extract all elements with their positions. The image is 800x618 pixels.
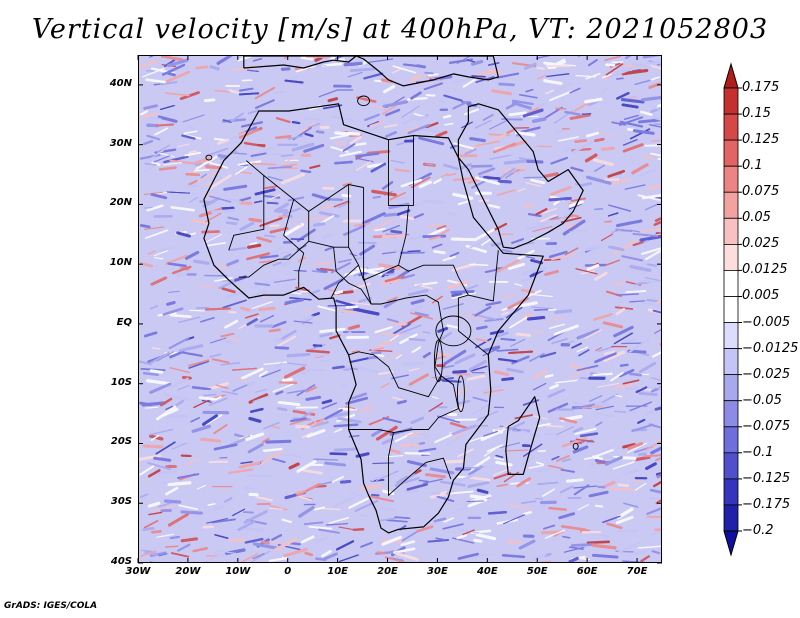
colorbar-label: 0.075 (742, 184, 780, 200)
colorbar-segment (723, 243, 739, 271)
colorbar-bottom-triangle (723, 530, 739, 557)
lon-tick-label: 30E (427, 566, 448, 577)
country-border (330, 264, 359, 299)
colorbar-label: −0.005 (742, 314, 791, 330)
lake-or-island-outline (205, 154, 213, 161)
lake-or-island-outline (456, 375, 465, 413)
madagascar-coastline (505, 396, 541, 475)
lon-tick-label: 0 (284, 566, 292, 577)
lon-tick-label: 70E (626, 566, 648, 577)
colorbar-segment (723, 269, 739, 297)
colorbar-segment (723, 165, 739, 193)
lat-tick-label: 20N (109, 197, 132, 209)
map-panel (138, 55, 662, 563)
europe-coastline (243, 56, 499, 87)
colorbar-label: 0.175 (742, 80, 780, 95)
field-streaks (139, 56, 661, 562)
colorbar-label: 0.0125 (742, 262, 788, 278)
lat-tick-label: 40S (110, 556, 132, 567)
lat-tick-label: 10S (110, 376, 132, 388)
lat-tick-label: 40N (109, 77, 132, 89)
colorbar-label: 0.1 (742, 158, 763, 174)
colorbar-label: −0.175 (742, 496, 791, 512)
lake-or-island-outline (435, 315, 472, 347)
colorbar-segment (723, 374, 739, 402)
lon-tick-label: 10E (327, 566, 348, 577)
colorbar-label: −0.125 (742, 470, 791, 486)
country-border (348, 351, 459, 497)
colorbar-label: 0.15 (742, 106, 771, 122)
colorbar-segment (723, 191, 739, 219)
lake-or-island-outline (357, 95, 371, 107)
lat-tick-label: 20S (110, 436, 132, 448)
country-border (333, 247, 372, 305)
colorbar-segment (723, 426, 739, 454)
lon-tick-label: 10W (225, 566, 251, 577)
colorbar-top-triangle (723, 62, 739, 89)
colorbar-label: −0.1 (742, 444, 774, 460)
country-border (457, 294, 489, 356)
lake-or-island-outline (572, 442, 579, 450)
lat-tick-label: 30S (110, 496, 132, 508)
arabia-coastline (457, 103, 584, 249)
velocity-field-map (139, 56, 661, 562)
lat-tick-label: 30N (109, 137, 132, 149)
colorbar-label: 0.005 (742, 288, 780, 304)
africa-coastline (203, 103, 544, 534)
country-border (363, 187, 444, 376)
grads-footer: GrADS: IGES/COLA (4, 601, 98, 611)
country-border (283, 199, 305, 288)
colorbar-label: 0.05 (742, 210, 771, 226)
colorbar-label: 0.125 (742, 132, 780, 148)
colorbar-segment (723, 452, 739, 480)
colorbar-segment (723, 322, 739, 350)
country-border (348, 429, 394, 433)
lat-tick-label: EQ (116, 316, 132, 328)
colorbar-label: −0.05 (742, 392, 782, 408)
colorbar-segment (723, 478, 739, 506)
lon-tick-label: 20E (377, 566, 398, 577)
chart-title: Vertical velocity [m/s] at 400hPa, VT: 2… (31, 14, 769, 45)
colorbar-segment (723, 87, 739, 115)
colorbar-segment (723, 296, 739, 324)
lon-tick-label: 20W (175, 566, 201, 577)
lat-tick-label: 10N (109, 257, 132, 269)
colorbar-segment (723, 348, 739, 376)
colorbar-label: −0.0125 (742, 340, 799, 356)
colorbar-label: 0.025 (742, 236, 780, 252)
lake-or-island-outline (433, 339, 443, 383)
colorbar-label: −0.2 (742, 523, 774, 538)
country-border (228, 160, 265, 251)
country-border (388, 139, 409, 206)
lon-tick-label: 30W (125, 566, 151, 577)
colorbar-label: −0.025 (742, 366, 791, 382)
colorbar-segment (723, 139, 739, 167)
lon-tick-label: 40E (476, 566, 498, 577)
country-border (398, 250, 499, 302)
lon-tick-label: 50E (526, 566, 548, 577)
lon-tick-label: 60E (576, 566, 598, 577)
colorbar-segment (723, 400, 739, 428)
colorbar-label: −0.075 (742, 418, 791, 434)
colorbar-segment (723, 504, 739, 532)
colorbar-segment (723, 113, 739, 141)
colorbar-segment (723, 217, 739, 245)
